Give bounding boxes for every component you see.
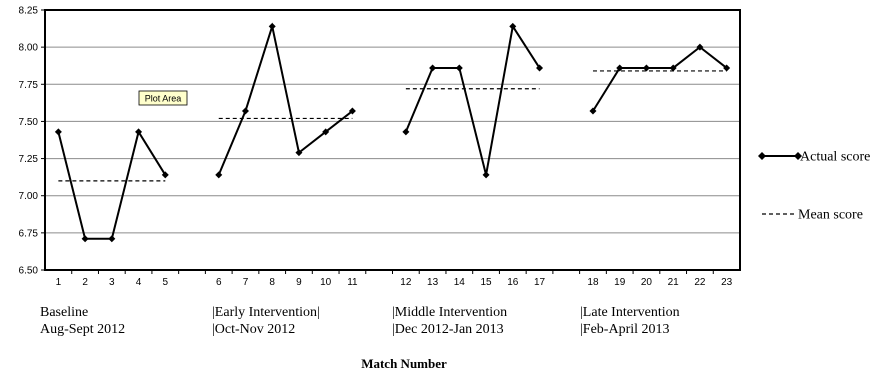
phase-label-baseline: Baseline Aug-Sept 2012 [40, 304, 125, 338]
data-point-match-4 [135, 128, 143, 136]
data-point-match-20 [642, 64, 650, 72]
mean-lines [58, 70, 727, 182]
x-tick-label-1: 1 [56, 277, 62, 288]
y-tick-label-6.50: 6.50 [19, 266, 39, 277]
x-tick-label-2: 2 [82, 277, 88, 288]
y-tick-label-8.00: 8.00 [19, 43, 39, 54]
phase-label-late-line1: |Late Intervention [580, 305, 680, 320]
actual-score-line-phase-1 [57, 129, 167, 240]
x-tick-label-10: 10 [320, 277, 332, 288]
x-axis-title: Match Number [361, 356, 447, 371]
phase-label-late-line2: |Feb-April 2013 [580, 322, 670, 337]
actual-score-markers [54, 22, 731, 243]
x-tick-label-21: 21 [668, 277, 680, 288]
data-point-match-13 [429, 64, 437, 72]
y-tick-label-6.75: 6.75 [19, 228, 39, 239]
y-tick-label-7.00: 7.00 [19, 191, 39, 202]
x-tick-label-14: 14 [454, 277, 466, 288]
y-tick-label-8.25: 8.25 [19, 6, 39, 17]
x-axis-ticks: 1 2 3 4 5 6 7 8 9 10 11 12 13 14 15 16 17 18 19 20 21 22 23 [56, 270, 733, 288]
plot-area-frame [44, 9, 741, 271]
x-tick-label-16: 16 [507, 277, 519, 288]
actual-score-lines [57, 22, 728, 240]
y-tick-label-7.75: 7.75 [19, 80, 39, 91]
data-point-match-1 [54, 128, 62, 136]
y-axis-ticks: 6.50 6.75 7.00 7.25 7.50 7.75 8.00 8.25 [19, 6, 45, 277]
data-point-match-17 [536, 64, 544, 72]
phase-label-baseline-line1: Baseline [40, 305, 89, 320]
x-tick-label-5: 5 [163, 277, 169, 288]
phase-label-middle-line1: |Middle Intervention [392, 305, 508, 320]
x-tick-label-12: 12 [400, 277, 412, 288]
x-tick-label-13: 13 [427, 277, 439, 288]
y-tick-label-7.50: 7.50 [19, 117, 39, 128]
y-tick-label-7.25: 7.25 [19, 154, 39, 165]
phase-label-early-line2: |Oct-Nov 2012 [212, 322, 296, 337]
x-tick-label-3: 3 [109, 277, 115, 288]
data-point-match-23 [723, 64, 731, 72]
x-tick-label-18: 18 [587, 277, 599, 288]
legend-actual-score: Actual score [758, 150, 870, 165]
data-point-match-21 [669, 64, 677, 72]
phase-label-early: |Early Intervention| |Oct-Nov 2012 [212, 304, 320, 338]
data-point-match-3 [108, 235, 116, 243]
data-point-match-5 [161, 171, 169, 179]
data-point-match-14 [455, 64, 463, 72]
grid-lines [45, 46, 740, 234]
phase-label-baseline-line2: Aug-Sept 2012 [40, 322, 126, 337]
x-tick-label-15: 15 [480, 277, 492, 288]
legend-mean-score-label: Mean score [798, 208, 863, 223]
phase-label-middle-line2: |Dec 2012-Jan 2013 [392, 322, 504, 337]
actual-score-line-phase-4 [592, 45, 728, 112]
data-point-match-9 [295, 149, 303, 157]
data-point-match-12 [402, 128, 410, 136]
data-point-match-11 [348, 107, 356, 115]
plot-area-tooltip-text: Plot Area [145, 94, 182, 104]
legend-actual-score-label: Actual score [800, 150, 870, 165]
data-point-match-22 [696, 43, 704, 51]
x-tick-label-9: 9 [296, 277, 302, 288]
data-point-match-8 [268, 22, 276, 30]
x-tick-label-17: 17 [534, 277, 546, 288]
x-tick-label-19: 19 [614, 277, 626, 288]
phase-label-middle: |Middle Intervention |Dec 2012-Jan 2013 [392, 304, 507, 338]
data-point-match-6 [215, 171, 223, 179]
x-tick-label-11: 11 [347, 277, 358, 288]
x-tick-label-7: 7 [243, 277, 249, 288]
plot-area-tooltip: Plot Area [138, 90, 188, 106]
x-tick-label-8: 8 [269, 277, 275, 288]
data-point-match-19 [616, 64, 624, 72]
phase-label-early-line1: |Early Intervention| [212, 305, 320, 320]
data-point-match-2 [81, 235, 89, 243]
data-point-match-16 [509, 22, 517, 30]
data-point-match-10 [322, 128, 330, 136]
actual-score-line-phase-2 [217, 22, 354, 176]
legend-mean-score: Mean score [762, 208, 863, 223]
data-point-match-7 [241, 107, 249, 115]
x-tick-label-6: 6 [216, 277, 222, 288]
actual-score-line-phase-3 [404, 23, 541, 176]
phase-label-late: |Late Intervention |Feb-April 2013 [580, 304, 680, 338]
x-tick-label-20: 20 [641, 277, 653, 288]
x-tick-label-4: 4 [136, 277, 142, 288]
x-tick-label-22: 22 [694, 277, 706, 288]
legend: Actual score Mean score [758, 150, 870, 223]
x-tick-label-23: 23 [721, 277, 733, 288]
data-point-match-15 [482, 171, 490, 179]
data-point-match-18 [589, 107, 597, 115]
